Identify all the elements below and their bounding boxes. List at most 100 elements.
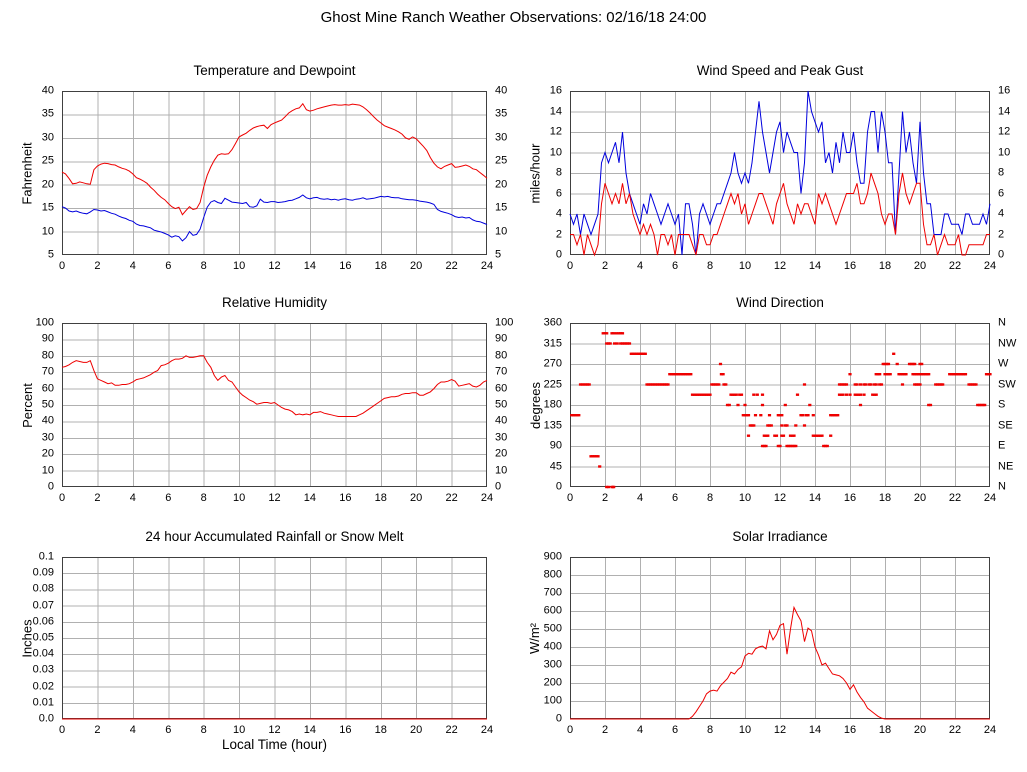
wind-direction-point bbox=[913, 383, 917, 386]
wind-direction-point bbox=[697, 393, 702, 396]
tick-label: 0.06 bbox=[32, 615, 54, 628]
tick-label: 6 bbox=[165, 724, 172, 736]
wind-direction-point bbox=[717, 383, 721, 386]
wind-direction-point bbox=[711, 383, 716, 386]
tick-label: 135 bbox=[543, 419, 562, 431]
wind-direction-point bbox=[638, 352, 642, 355]
tick-label: 0.07 bbox=[32, 599, 54, 612]
wind-direction-point bbox=[633, 352, 637, 355]
wind-direction-point bbox=[610, 332, 614, 335]
wind-direction-point bbox=[939, 383, 943, 386]
chart-title: Solar Irradiance bbox=[732, 529, 828, 544]
wind-direction-point bbox=[907, 362, 912, 366]
wind-direction-point bbox=[951, 373, 955, 376]
wind-direction-point bbox=[652, 383, 656, 386]
wind-direction-point bbox=[781, 434, 786, 437]
page-title: Ghost Mine Ranch Weather Observations: 0… bbox=[320, 9, 707, 26]
tick-label: N bbox=[998, 480, 1006, 493]
wind-direction-point bbox=[911, 373, 915, 376]
wind-direction-point bbox=[725, 403, 730, 407]
tick-label: 15 bbox=[41, 201, 54, 214]
y-axis-label-text: miles/hour bbox=[527, 143, 543, 203]
tick-label: 24 bbox=[983, 724, 997, 736]
wind-direction-point bbox=[662, 383, 667, 386]
tick-label: 8 bbox=[706, 492, 714, 504]
tick-label: 225 bbox=[543, 378, 562, 390]
tick-label: 22 bbox=[948, 260, 962, 272]
tick-label: 14 bbox=[303, 724, 317, 736]
tick-label: 0.08 bbox=[32, 582, 54, 595]
tick-label: 700 bbox=[543, 586, 562, 599]
tick-label: 2 bbox=[94, 492, 101, 504]
wind-direction-point bbox=[738, 393, 742, 396]
tick-label: N bbox=[998, 316, 1006, 329]
wind-direction-point bbox=[612, 332, 616, 335]
tick-label: 22 bbox=[445, 724, 458, 736]
wind-direction-point bbox=[818, 434, 822, 437]
tick-label: 8 bbox=[200, 260, 207, 272]
tick-label: 0.1 bbox=[38, 550, 54, 563]
wind-direction-point bbox=[596, 455, 600, 458]
wind-direction-point bbox=[897, 373, 901, 376]
wind-direction-point bbox=[580, 383, 584, 386]
wind-direction-point bbox=[885, 362, 889, 366]
wind-direction-point bbox=[967, 383, 971, 386]
tick-label: 6 bbox=[555, 187, 562, 199]
wind-direction-point bbox=[858, 383, 863, 386]
chart-title: Wind Direction bbox=[736, 295, 824, 310]
wind-direction-point bbox=[883, 373, 887, 376]
wind-direction-point bbox=[746, 414, 751, 417]
wind-direction-point bbox=[774, 434, 779, 437]
wind-direction-point bbox=[776, 444, 780, 448]
tick-label: 0.0 bbox=[38, 712, 54, 725]
wind-direction-point bbox=[918, 373, 922, 376]
tick-label: 0 bbox=[566, 492, 574, 504]
tick-label: 18 bbox=[878, 492, 892, 504]
tick-label: 100 bbox=[495, 316, 514, 329]
wind-direction-point bbox=[703, 393, 707, 396]
wind-direction-point bbox=[748, 424, 752, 427]
wind-direction-point bbox=[960, 373, 964, 376]
wind-direction-point bbox=[701, 393, 705, 396]
wind-direction-point bbox=[760, 444, 765, 448]
tick-label: 50 bbox=[41, 398, 54, 411]
wind-direction-point bbox=[585, 383, 590, 386]
tick-label: 80 bbox=[495, 349, 508, 362]
wind-direction-point bbox=[734, 393, 738, 396]
wind-direction-point bbox=[778, 414, 782, 417]
wind-direction-point bbox=[626, 342, 630, 345]
chart-solar-irradiance: Solar Irradiance W/m² 0 100 200 300 400 500 60… bbox=[528, 529, 997, 736]
wind-direction-point bbox=[837, 393, 842, 396]
wind-direction-point bbox=[631, 352, 635, 355]
tick-label: 900 bbox=[543, 550, 562, 563]
tick-label: 0 bbox=[555, 480, 562, 493]
wind-direction-point bbox=[689, 373, 693, 376]
wind-direction-point bbox=[857, 393, 861, 396]
plot-border bbox=[570, 557, 990, 719]
wind-direction-point bbox=[841, 393, 845, 396]
wind-direction-point bbox=[713, 383, 717, 386]
tick-label: 400 bbox=[543, 640, 562, 653]
wind-direction-point bbox=[601, 332, 605, 335]
tick-label: 18 bbox=[878, 260, 892, 272]
y-axis-label-text: Percent bbox=[19, 382, 35, 428]
wind-direction-point bbox=[970, 383, 975, 386]
tick-label: 0.05 bbox=[32, 631, 54, 644]
wind-direction-point bbox=[615, 342, 619, 345]
wind-direction-point bbox=[721, 373, 725, 376]
wind-direction-point bbox=[914, 383, 919, 386]
tick-label: 45 bbox=[549, 460, 562, 472]
tick-label: 12 bbox=[773, 492, 787, 504]
tick-label: 60 bbox=[495, 382, 508, 395]
chart-temperature-dewpoint: Temperature and Dewpoint Fahrenheit 5 5 10… bbox=[20, 63, 508, 272]
wind-direction-point bbox=[619, 332, 623, 335]
wind-direction-point bbox=[984, 373, 989, 376]
wind-direction-point bbox=[678, 373, 682, 376]
tick-label: E bbox=[998, 439, 1006, 452]
tick-label: 22 bbox=[445, 260, 458, 272]
tick-label: 4 bbox=[636, 492, 644, 504]
tick-label: 15 bbox=[495, 201, 508, 214]
wind-direction-point bbox=[603, 332, 607, 335]
tick-label: W bbox=[998, 357, 1009, 370]
